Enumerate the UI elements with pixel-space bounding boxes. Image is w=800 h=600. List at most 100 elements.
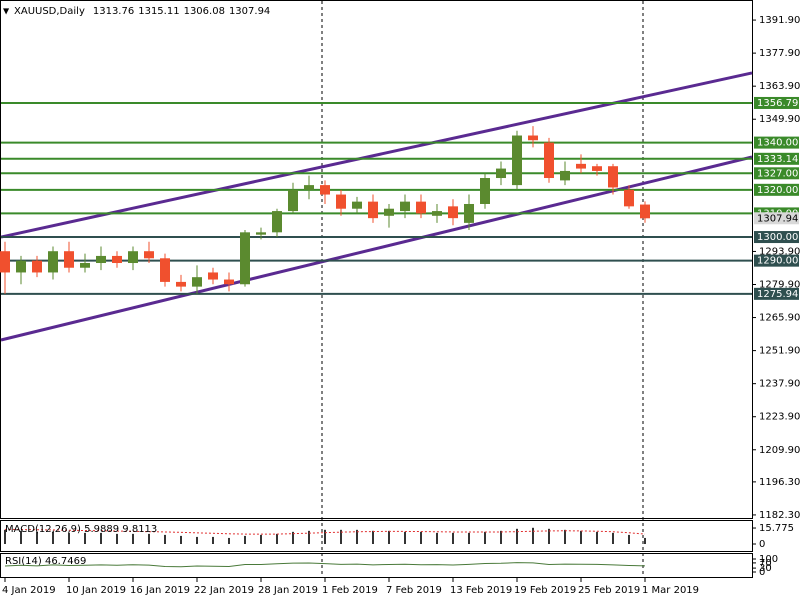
candle-body	[592, 166, 602, 171]
header: XAUUSD,Daily 1313.76 1315.11 1306.08 1307.94	[14, 6, 270, 17]
candle-body	[432, 211, 442, 216]
candle-body	[96, 255, 106, 264]
current-price-label: 1307.94	[757, 213, 798, 224]
y-tick-label: 1363.90	[759, 81, 800, 92]
candle-body	[336, 194, 346, 209]
candle-body	[64, 251, 74, 268]
candle-body	[608, 166, 618, 188]
candle-body	[528, 135, 538, 141]
level-label: 1356.79	[757, 98, 798, 109]
candle-body	[192, 277, 202, 287]
candle-body	[272, 211, 282, 233]
x-tick-label: 10 Jan 2019	[66, 585, 126, 596]
y-tick-label: 1182.30	[759, 510, 800, 521]
macd-label: MACD(12,26,9) 5.9889 9.8113	[5, 524, 157, 535]
candle-body	[448, 206, 458, 219]
level-label-box	[754, 254, 799, 267]
collapse-icon: ▼	[3, 7, 10, 16]
y-tick-label: 1265.90	[759, 313, 800, 324]
y-tick-label: 1377.90	[759, 48, 800, 59]
candle-body	[576, 163, 586, 169]
candle-body	[112, 255, 122, 264]
candle-body	[624, 189, 634, 207]
rsi-label: RSI(14) 46.7469	[5, 556, 86, 567]
candle-body	[400, 201, 410, 212]
candle-body	[384, 208, 394, 216]
x-tick-label: 1 Mar 2019	[642, 585, 699, 596]
x-tick-label: 22 Jan 2019	[194, 585, 254, 596]
y-tick-label: 1391.90	[759, 15, 800, 26]
x-tick-label: 7 Feb 2019	[386, 585, 442, 596]
level-label: 1290.00	[757, 256, 798, 267]
rsi-panel	[0, 553, 753, 578]
candle-body	[208, 272, 218, 280]
y-tick-label: 1223.90	[759, 412, 800, 423]
trend-line	[0, 71, 753, 239]
candle-body	[256, 232, 266, 235]
candle-body	[16, 260, 26, 273]
candle-body	[416, 201, 426, 214]
candle-body	[128, 251, 138, 264]
x-tick-label: 28 Jan 2019	[258, 585, 318, 596]
macd-panel	[0, 520, 753, 552]
candle-body	[224, 279, 234, 285]
trend-line	[0, 155, 753, 342]
y-tick-label: 1293.90	[759, 246, 800, 257]
level-label: 1340.00	[757, 138, 798, 149]
high: 1315.11	[138, 6, 179, 17]
candle-body	[640, 204, 650, 219]
price-label-box	[754, 212, 799, 225]
candle-body	[512, 135, 522, 186]
symbol: XAUUSD,Daily	[14, 6, 85, 17]
candle-body	[368, 201, 378, 219]
level-label-box	[754, 96, 799, 109]
y-tick-label: 1237.90	[759, 379, 800, 390]
candle-body	[240, 232, 250, 285]
level-label: 1333.14	[757, 154, 798, 165]
level-label-box	[754, 152, 799, 165]
candle-body	[480, 178, 490, 204]
candle-body	[144, 251, 154, 259]
candle-body	[32, 260, 42, 273]
level-label-box	[754, 167, 799, 180]
x-tick-label: 25 Feb 2019	[578, 585, 640, 596]
low: 1306.08	[184, 6, 225, 17]
x-tick-label: 16 Jan 2019	[130, 585, 190, 596]
plot	[0, 71, 753, 568]
level-label: 1320.00	[757, 185, 798, 196]
y-tick-label: 30	[759, 563, 772, 574]
signal-line	[4, 528, 646, 535]
x-tick-label: 13 Feb 2019	[450, 585, 512, 596]
level-label-box	[754, 136, 799, 149]
y-tick-label: 1209.90	[759, 445, 800, 456]
candle-body	[160, 258, 170, 282]
y-tick-label: 1196.30	[759, 477, 800, 488]
level-label: 1327.00	[757, 168, 798, 179]
candle-body	[496, 168, 506, 179]
candle-body	[544, 142, 554, 179]
y-tick-label: 15.775	[759, 523, 794, 534]
x-tick-label: 4 Jan 2019	[2, 585, 56, 596]
level-label-box	[754, 183, 799, 196]
y-tick-label: 1349.90	[759, 114, 800, 125]
candle-body	[464, 203, 474, 223]
y-tick-label: 100	[759, 554, 778, 565]
level-label-box	[754, 287, 799, 300]
candle-body	[176, 281, 186, 287]
candle-body	[48, 251, 58, 273]
x-tick-label: 19 Feb 2019	[514, 585, 576, 596]
level-label: 1275.94	[757, 289, 798, 300]
candle-body	[560, 170, 570, 181]
close: 1307.94	[229, 6, 270, 17]
candle-body	[0, 251, 10, 273]
y-tick-label: 70	[759, 558, 772, 569]
y-tick-label: 0	[759, 567, 765, 578]
candle-body	[304, 185, 314, 190]
candle-body	[288, 189, 298, 212]
y-tick-label: 1251.90	[759, 346, 800, 357]
open: 1313.76	[93, 6, 134, 17]
candle-body	[320, 185, 330, 195]
rsi-line	[4, 562, 646, 568]
y-tick-label: 0	[759, 539, 765, 550]
